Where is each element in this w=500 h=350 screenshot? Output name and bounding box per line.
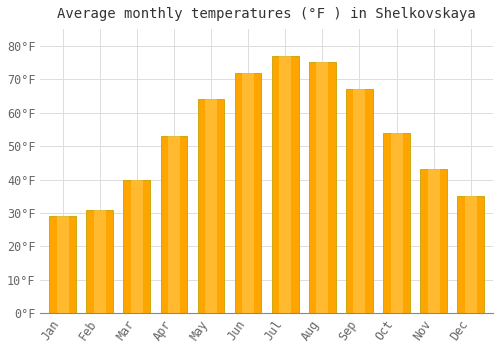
Bar (131, 180, 143, 313)
Bar (94, 210, 106, 313)
Bar (346, 89, 373, 313)
Bar (242, 72, 254, 313)
Title: Average monthly temperatures (°F ) in Shelkovskaya: Average monthly temperatures (°F ) in Sh… (58, 7, 476, 21)
Bar (168, 136, 180, 313)
Bar (420, 169, 447, 313)
Bar (354, 89, 366, 313)
Bar (205, 99, 217, 313)
Bar (316, 63, 328, 313)
Bar (49, 216, 76, 313)
Bar (124, 180, 150, 313)
Bar (465, 196, 477, 313)
Bar (279, 56, 291, 313)
Bar (390, 133, 402, 313)
Bar (86, 210, 113, 313)
Bar (272, 56, 298, 313)
Bar (235, 72, 262, 313)
Bar (383, 133, 410, 313)
Bar (56, 216, 68, 313)
Bar (309, 63, 336, 313)
Bar (428, 169, 440, 313)
Bar (198, 99, 224, 313)
Bar (160, 136, 188, 313)
Bar (458, 196, 484, 313)
